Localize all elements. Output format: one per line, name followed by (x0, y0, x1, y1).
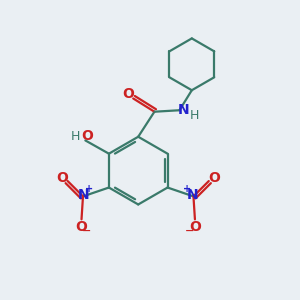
Text: O: O (81, 129, 93, 143)
Text: N: N (187, 188, 198, 202)
Text: −: − (185, 226, 194, 236)
Text: H: H (70, 130, 80, 142)
Text: N: N (78, 188, 90, 202)
Text: N: N (178, 103, 189, 117)
Text: H: H (190, 109, 200, 122)
Text: O: O (76, 220, 88, 234)
Text: +: + (85, 184, 93, 194)
Text: O: O (56, 170, 68, 184)
Text: +: + (183, 184, 191, 194)
Text: O: O (189, 220, 201, 234)
Text: O: O (122, 87, 134, 101)
Text: O: O (208, 170, 220, 184)
Text: −: − (82, 226, 92, 236)
